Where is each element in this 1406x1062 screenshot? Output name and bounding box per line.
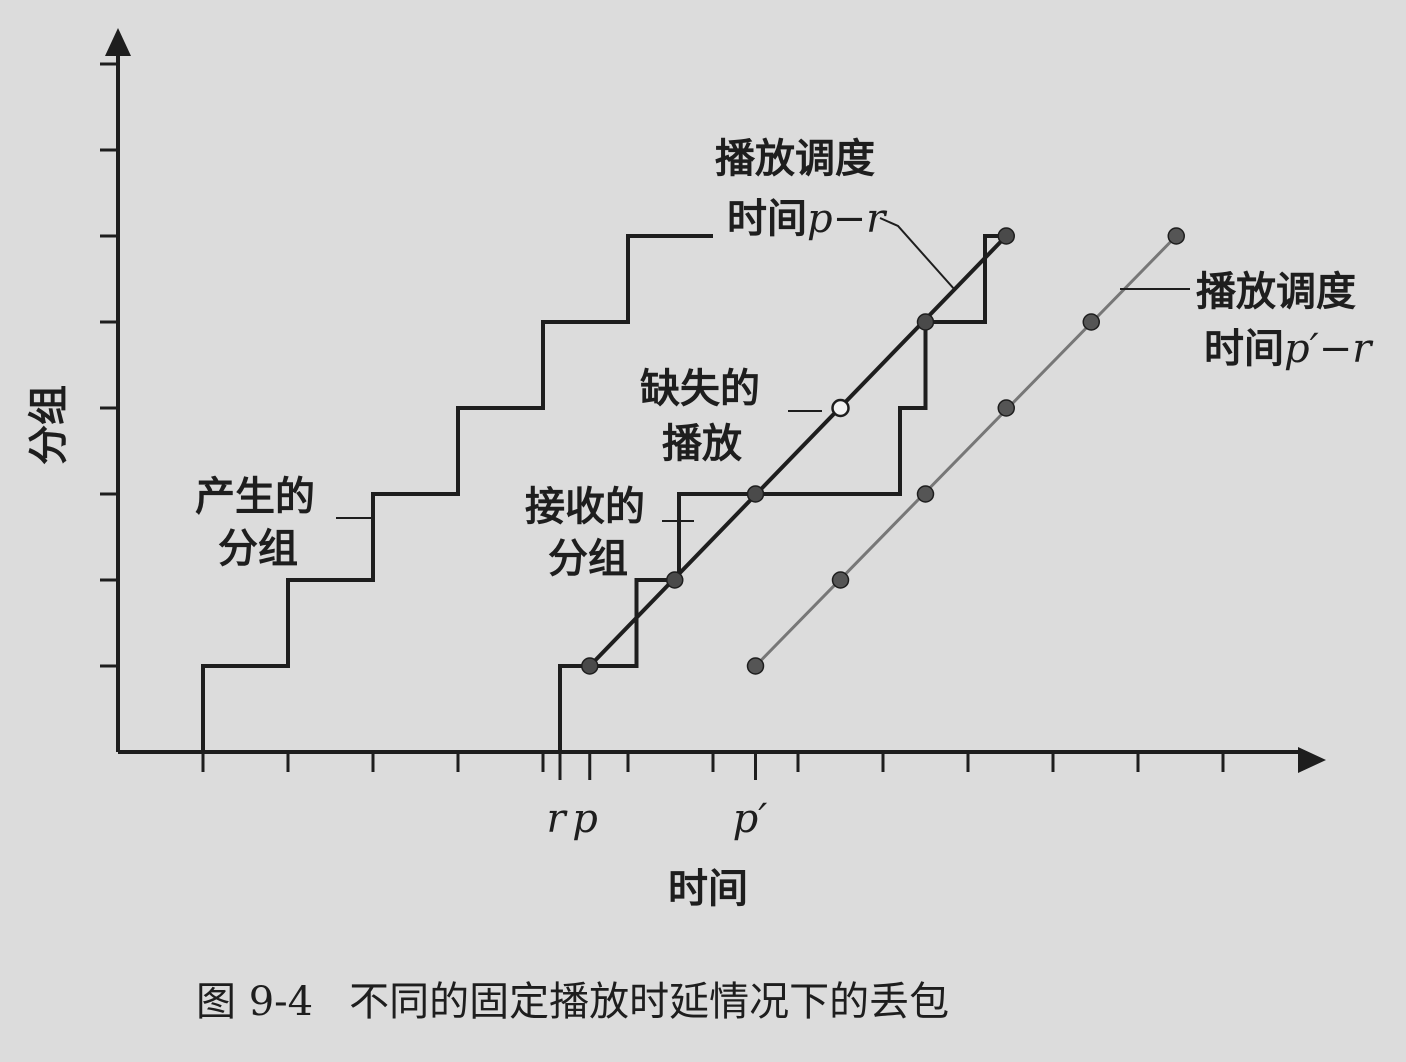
schedule1-label-line2: 时间p−r	[727, 196, 888, 242]
playout-point	[666, 571, 684, 589]
caption-number: 图 9-4	[196, 979, 313, 1025]
figure-caption: 图 9-4 不同的固定播放时延情况下的丢包	[196, 979, 949, 1025]
series-3-line	[588, 234, 1008, 668]
schedule1-label-math: p−r	[807, 196, 888, 242]
generated-label-line2: 分组	[218, 526, 298, 572]
x-tick-label-p-prime: p′	[733, 796, 768, 842]
schedule2-label-math: p′−r	[1284, 326, 1374, 372]
series-3	[581, 227, 1015, 675]
schedule1-label-line1: 播放调度	[715, 136, 875, 182]
playout-point	[746, 485, 765, 503]
special-tick-marks	[558, 752, 757, 780]
series-2-step-line	[558, 234, 1002, 752]
missing-label-line1: 缺失的	[640, 366, 760, 412]
playout-point	[916, 313, 935, 331]
caption-text: 不同的固定播放时延情况下的丢包	[349, 979, 949, 1025]
playout-point	[997, 227, 1015, 245]
x-tick-label-p: p	[572, 796, 598, 842]
x-axis-arrow	[1298, 747, 1326, 773]
playout-point	[831, 571, 850, 589]
schedule2-label-cn: 时间	[1204, 326, 1284, 372]
series-4-line	[754, 234, 1178, 668]
playout-point	[581, 657, 599, 675]
playout-point	[746, 657, 765, 675]
y-axis-arrow	[105, 28, 131, 56]
playout-point	[997, 399, 1015, 417]
series-2	[558, 234, 1002, 752]
series-1-step-line	[201, 234, 713, 752]
received-label-line2: 分组	[548, 536, 628, 582]
series-1	[201, 234, 713, 752]
schedule1-leader	[879, 217, 956, 291]
generated-label-line1: 产生的	[195, 474, 315, 520]
series-4	[746, 227, 1185, 675]
x-tick-marks	[201, 752, 1225, 772]
x-axis-label: 时间	[668, 866, 748, 912]
y-tick-marks	[100, 62, 116, 668]
schedule1-label-cn: 时间	[727, 196, 807, 242]
playout-point	[1082, 313, 1100, 331]
schedule2-label-line2: 时间p′−r	[1204, 326, 1374, 372]
missing-label-line2: 播放	[662, 421, 742, 467]
playout-point	[916, 485, 935, 503]
playout-point	[1167, 227, 1185, 245]
series-layer	[201, 227, 1185, 752]
missing-playout-point	[831, 398, 850, 418]
schedule2-label-line1: 播放调度	[1196, 269, 1356, 315]
received-label-line1: 接收的	[525, 484, 645, 530]
axes	[100, 28, 1326, 780]
x-tick-label-r: r	[546, 796, 568, 842]
y-axis-label: 分组	[26, 385, 72, 465]
